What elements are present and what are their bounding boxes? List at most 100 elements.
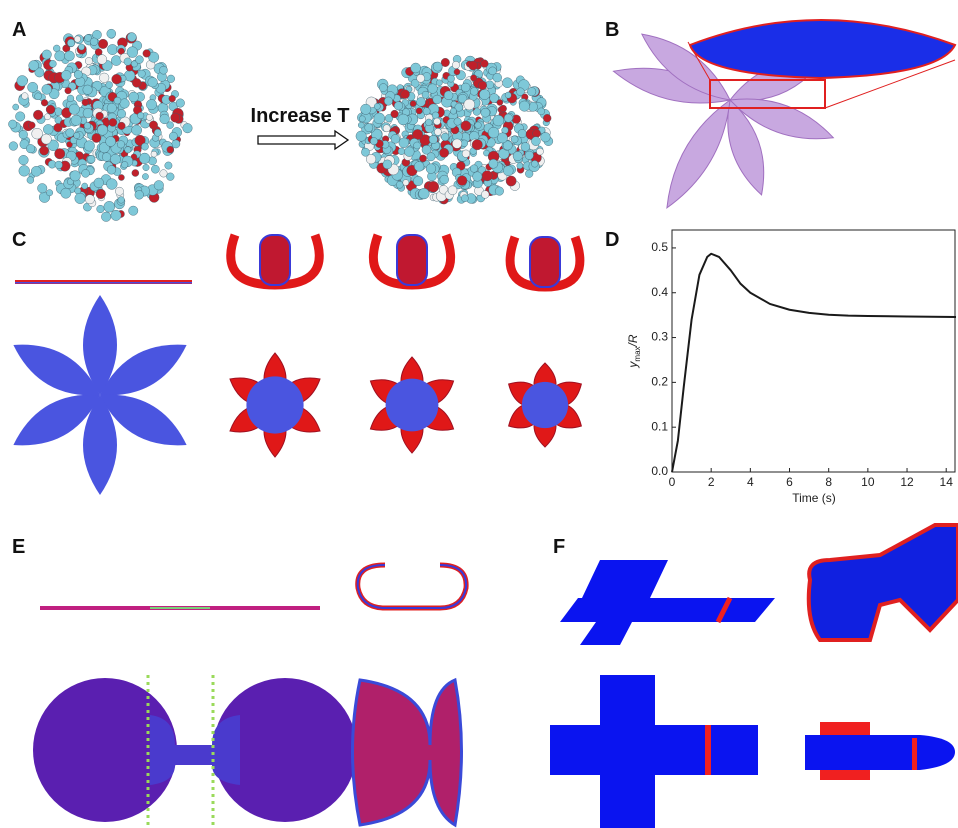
atom [470,165,478,173]
atom [61,70,71,80]
atom [436,80,442,86]
atom [98,39,107,48]
atom [109,118,117,126]
atom [55,161,63,169]
atom [125,147,131,153]
atom [454,118,461,125]
atom [96,112,104,120]
panel-label: D [605,229,619,251]
atom [151,165,159,173]
atom [78,44,84,50]
atom [479,89,489,99]
atom [142,173,148,179]
atom [106,136,116,146]
atom [28,122,35,129]
atom [66,129,75,138]
atom [83,85,93,95]
atom [434,128,441,135]
atom [112,74,122,84]
x-axis-label: Time (s) [792,491,836,505]
atom [391,134,400,143]
atom [118,197,125,204]
atom [49,60,56,67]
atom [519,101,529,111]
atom [434,118,441,125]
atom [42,50,51,59]
atom [17,76,28,87]
atom [452,139,462,149]
x-tick-label: 14 [940,475,954,489]
fold-core [386,379,439,432]
x-tick-label: 0 [669,475,676,489]
atom [383,160,392,169]
atom [19,155,29,165]
atom [99,73,109,83]
atom [107,103,117,113]
atom [67,39,75,47]
atom [31,166,41,176]
atom [104,201,115,212]
atom [159,66,167,74]
atom [97,125,108,136]
fold-core [522,382,568,428]
curled-sheet [358,565,466,608]
atom [149,121,157,129]
atom [21,93,28,100]
atom [27,177,34,184]
atom [44,114,50,120]
atom [366,154,376,164]
atom [462,150,470,158]
y-tick-label: 0.5 [651,240,668,254]
atom [124,58,132,66]
atom [151,151,157,157]
atom [481,108,490,117]
atom [118,174,124,180]
atom [67,95,74,102]
atom [41,134,51,144]
atom [70,171,80,181]
atom [117,109,126,118]
atom [440,175,449,184]
atom [132,125,142,135]
figure: A B C D E F Increase T 0.00.10.20.30.40.… [0,0,958,828]
atom [513,151,522,160]
atom [129,92,139,102]
arrow [258,131,348,149]
atom [391,110,399,118]
atom [469,61,478,70]
folded-cross [805,735,955,770]
sheet [150,607,210,609]
x-tick-label: 4 [747,475,754,489]
atom [441,133,449,141]
atom [172,140,180,148]
atom [32,128,43,139]
atom [107,29,116,38]
atom [55,51,65,61]
atom [426,164,436,174]
atom [94,178,104,188]
atom [473,172,483,182]
atom [356,131,366,141]
atom [358,122,364,128]
x-tick-label: 2 [708,475,715,489]
atom [518,129,526,137]
atom [176,99,185,108]
atom [396,181,403,188]
atom [413,176,423,186]
atom [41,99,48,106]
plot-frame [672,230,955,472]
atom [37,184,47,194]
atom [517,163,523,169]
atom [65,87,72,94]
atom [28,82,38,92]
atom [183,123,193,133]
atom [115,187,123,195]
atom [139,153,150,164]
x-tick-label: 10 [861,475,875,489]
atom [428,181,439,192]
panel-label: C [12,229,26,251]
atom [106,179,117,190]
atom [541,132,551,142]
atom [120,99,130,109]
atom [450,108,456,114]
